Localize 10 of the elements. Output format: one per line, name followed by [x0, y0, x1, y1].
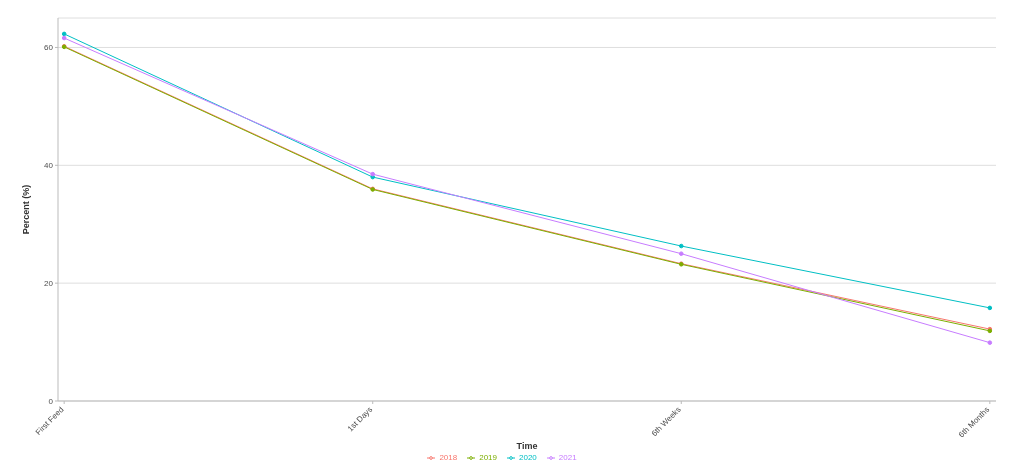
y-tick-label: 0	[48, 396, 54, 406]
legend-label: 2019	[479, 453, 497, 462]
y-axis-title: Percent (%)	[21, 184, 32, 235]
legend-label: 2021	[558, 453, 577, 462]
legend-label: 2018	[439, 453, 458, 462]
y-tick-label: 40	[44, 161, 54, 171]
x-axis-title: Time	[516, 441, 538, 451]
legend-label: 2020	[519, 453, 537, 462]
y-tick-label: 60	[44, 43, 54, 53]
y-tick-label: 20	[44, 278, 54, 288]
